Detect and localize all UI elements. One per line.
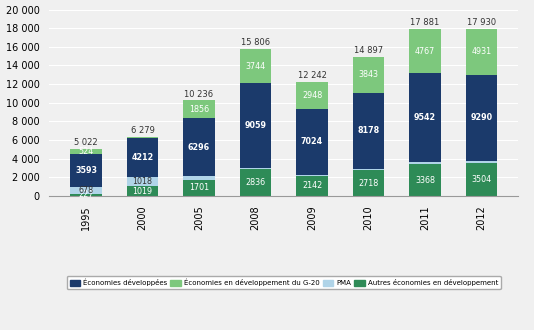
Text: 2142: 2142 xyxy=(302,181,322,190)
Legend: Économies développées, Économies en développement du G-20, PMA, Autres économies: Économies développées, Économies en déve… xyxy=(67,276,501,289)
Text: 5 022: 5 022 xyxy=(74,138,98,147)
Text: 15 806: 15 806 xyxy=(241,38,270,47)
Text: 10 236: 10 236 xyxy=(184,90,214,99)
Bar xyxy=(296,109,327,175)
Text: 1856: 1856 xyxy=(189,105,209,114)
Text: 1701: 1701 xyxy=(189,183,209,192)
Bar xyxy=(353,169,384,171)
Bar xyxy=(353,93,384,169)
Bar xyxy=(184,118,215,176)
Bar xyxy=(466,29,497,75)
Bar xyxy=(410,73,441,162)
Bar xyxy=(296,175,327,176)
Text: 4212: 4212 xyxy=(131,153,154,162)
Bar xyxy=(70,154,101,187)
Text: 3368: 3368 xyxy=(415,176,435,184)
Text: 4767: 4767 xyxy=(415,47,435,56)
Text: 1018: 1018 xyxy=(132,177,153,186)
Bar xyxy=(127,177,158,186)
Bar xyxy=(410,29,441,73)
Bar xyxy=(70,187,101,194)
Bar xyxy=(184,100,215,118)
Bar xyxy=(127,186,158,196)
Text: 2948: 2948 xyxy=(302,91,322,100)
Text: 17 881: 17 881 xyxy=(411,18,439,27)
Text: 7024: 7024 xyxy=(301,138,323,147)
Text: 3744: 3744 xyxy=(246,61,265,71)
Text: 6296: 6296 xyxy=(188,143,210,151)
Text: 9059: 9059 xyxy=(245,121,266,130)
Bar xyxy=(466,163,497,196)
Bar xyxy=(410,162,441,164)
Text: 8178: 8178 xyxy=(357,126,380,135)
Bar xyxy=(70,149,101,154)
Text: 3593: 3593 xyxy=(75,166,97,175)
Text: 9542: 9542 xyxy=(414,113,436,122)
Text: 12 242: 12 242 xyxy=(297,71,326,80)
Text: 227: 227 xyxy=(78,190,93,199)
Text: 524: 524 xyxy=(78,147,93,156)
Bar xyxy=(296,82,327,109)
Bar xyxy=(127,138,158,177)
Bar xyxy=(466,161,497,163)
Bar xyxy=(240,168,271,169)
Text: 4931: 4931 xyxy=(472,47,492,56)
Bar xyxy=(240,49,271,83)
Text: 6 279: 6 279 xyxy=(131,126,154,135)
Bar xyxy=(466,75,497,161)
Text: 2836: 2836 xyxy=(246,178,265,187)
Text: 9290: 9290 xyxy=(470,114,492,122)
Text: 14 897: 14 897 xyxy=(354,46,383,55)
Bar xyxy=(296,176,327,196)
Text: 1019: 1019 xyxy=(132,186,153,196)
Bar xyxy=(353,57,384,93)
Text: 678: 678 xyxy=(78,186,93,195)
Text: 3504: 3504 xyxy=(472,175,492,184)
Bar xyxy=(184,176,215,180)
Text: 17 930: 17 930 xyxy=(467,18,496,27)
Bar xyxy=(70,194,101,196)
Bar xyxy=(240,169,271,196)
Bar xyxy=(353,171,384,196)
Text: 3843: 3843 xyxy=(358,71,379,80)
Bar xyxy=(240,83,271,168)
Bar xyxy=(184,180,215,196)
Bar xyxy=(410,164,441,196)
Text: 2718: 2718 xyxy=(358,179,379,188)
